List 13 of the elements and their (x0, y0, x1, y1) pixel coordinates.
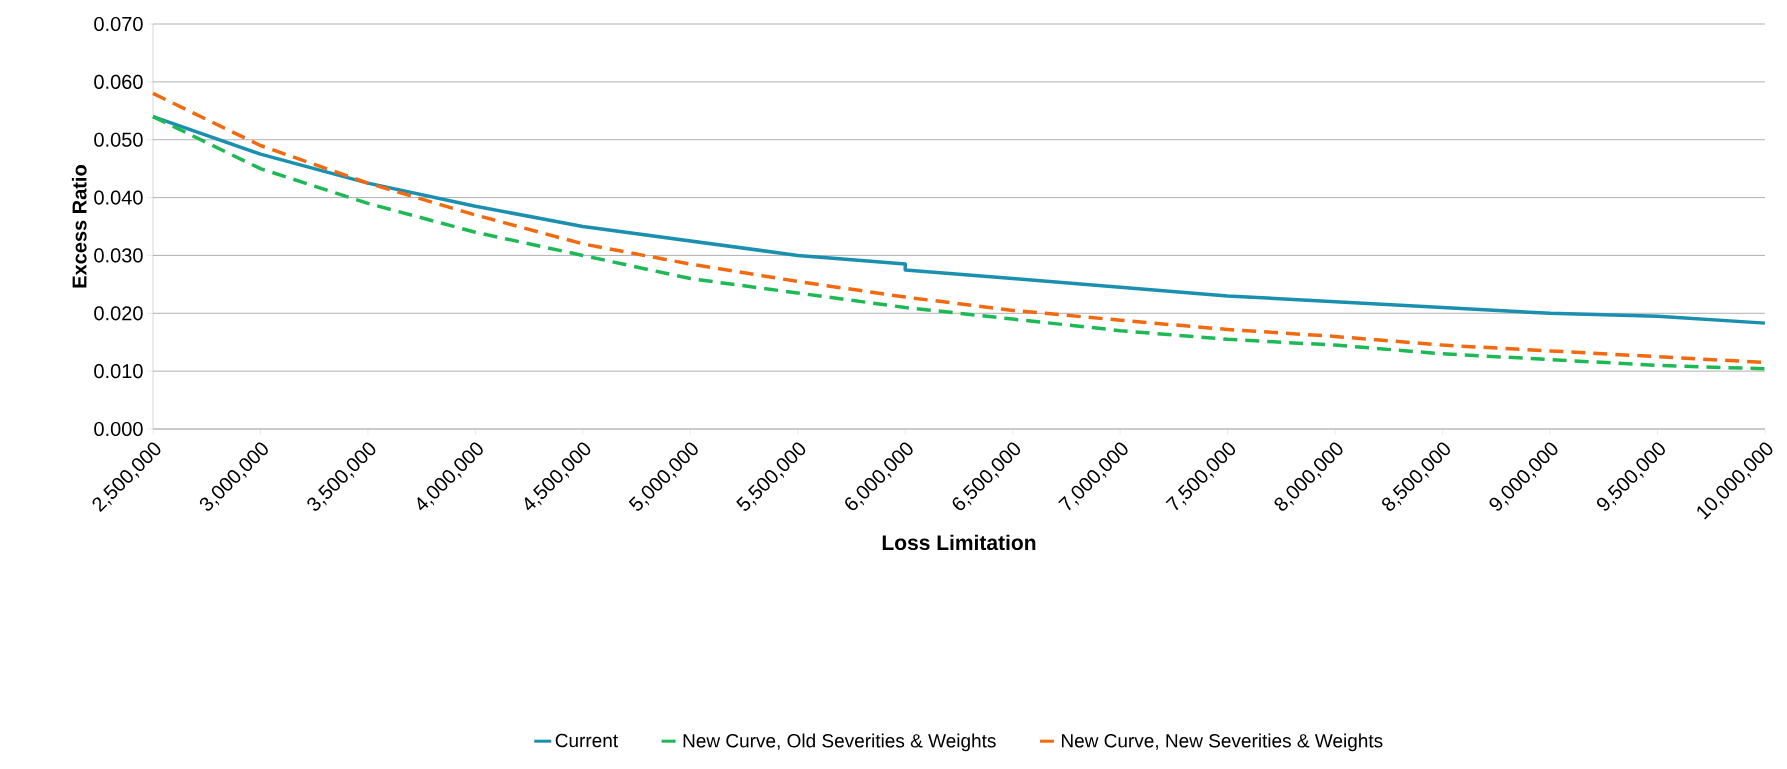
y-axis-title: Excess Ratio (71, 165, 87, 288)
y-tick-label: 0.060 (94, 74, 143, 89)
y-tick-label: 0.040 (94, 190, 143, 205)
legend-label: New Curve, New Severities & Weights (1061, 733, 1383, 752)
legend-label: Current (555, 733, 618, 748)
y-tick-label: 0.000 (94, 421, 143, 437)
legend-label: New Curve, Old Severities & Weights (683, 733, 996, 752)
y-tick-label: 0.070 (94, 16, 143, 32)
x-axis-title: Loss Limitation (882, 534, 1036, 551)
y-tick-label: 0.020 (94, 306, 143, 321)
y-tick-label: 0.030 (94, 248, 143, 263)
y-tick-label: 0.050 (94, 132, 143, 147)
y-tick-label: 0.010 (94, 364, 143, 379)
